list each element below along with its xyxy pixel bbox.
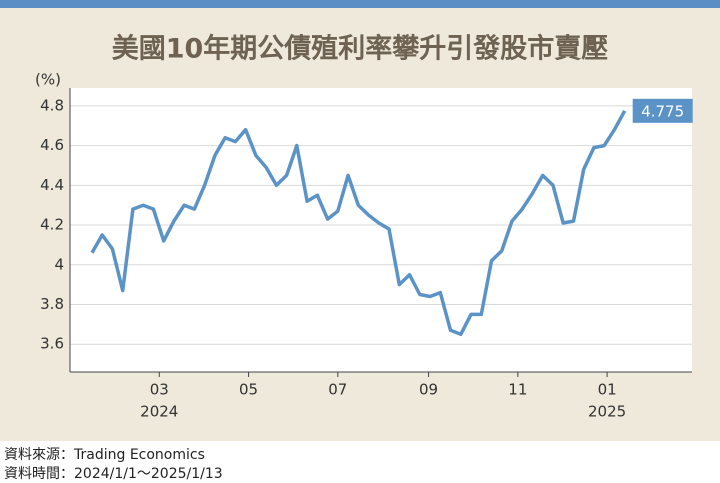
x-year-label: 2024 (140, 403, 178, 421)
y-tick-label: 4.2 (40, 216, 64, 234)
y-tick-label: 4 (54, 255, 64, 273)
source: 資料來源：Trading Economics (4, 447, 205, 463)
x-tick-label: 09 (419, 381, 438, 399)
y-tick-label: 4.6 (40, 136, 64, 154)
y-tick-label: 4.8 (40, 96, 64, 114)
top-bar (0, 0, 720, 8)
chart-title: 美國10年期公債殖利率攀升引發股市賣壓 (112, 33, 609, 65)
line (90, 109, 627, 337)
x-tick-label: 05 (239, 381, 258, 399)
x-year-label: 2025 (588, 403, 626, 421)
y-tick-label: 3.6 (40, 335, 64, 353)
value-label-box (632, 98, 693, 123)
x-tick-label: 03 (150, 381, 169, 399)
x-tick-label: 01 (598, 381, 617, 399)
y-unit: (%) (35, 71, 61, 89)
period: 資料時間：2024/1/1～2025/1/13 (4, 466, 223, 482)
y-tick-label: 3.8 (40, 295, 64, 313)
y-tick-label: 4.4 (40, 176, 64, 194)
value-label: 4.775 (641, 102, 684, 120)
x-tick-label: 11 (508, 381, 527, 399)
x-tick-label: 07 (328, 381, 347, 399)
plot-area (70, 88, 692, 372)
